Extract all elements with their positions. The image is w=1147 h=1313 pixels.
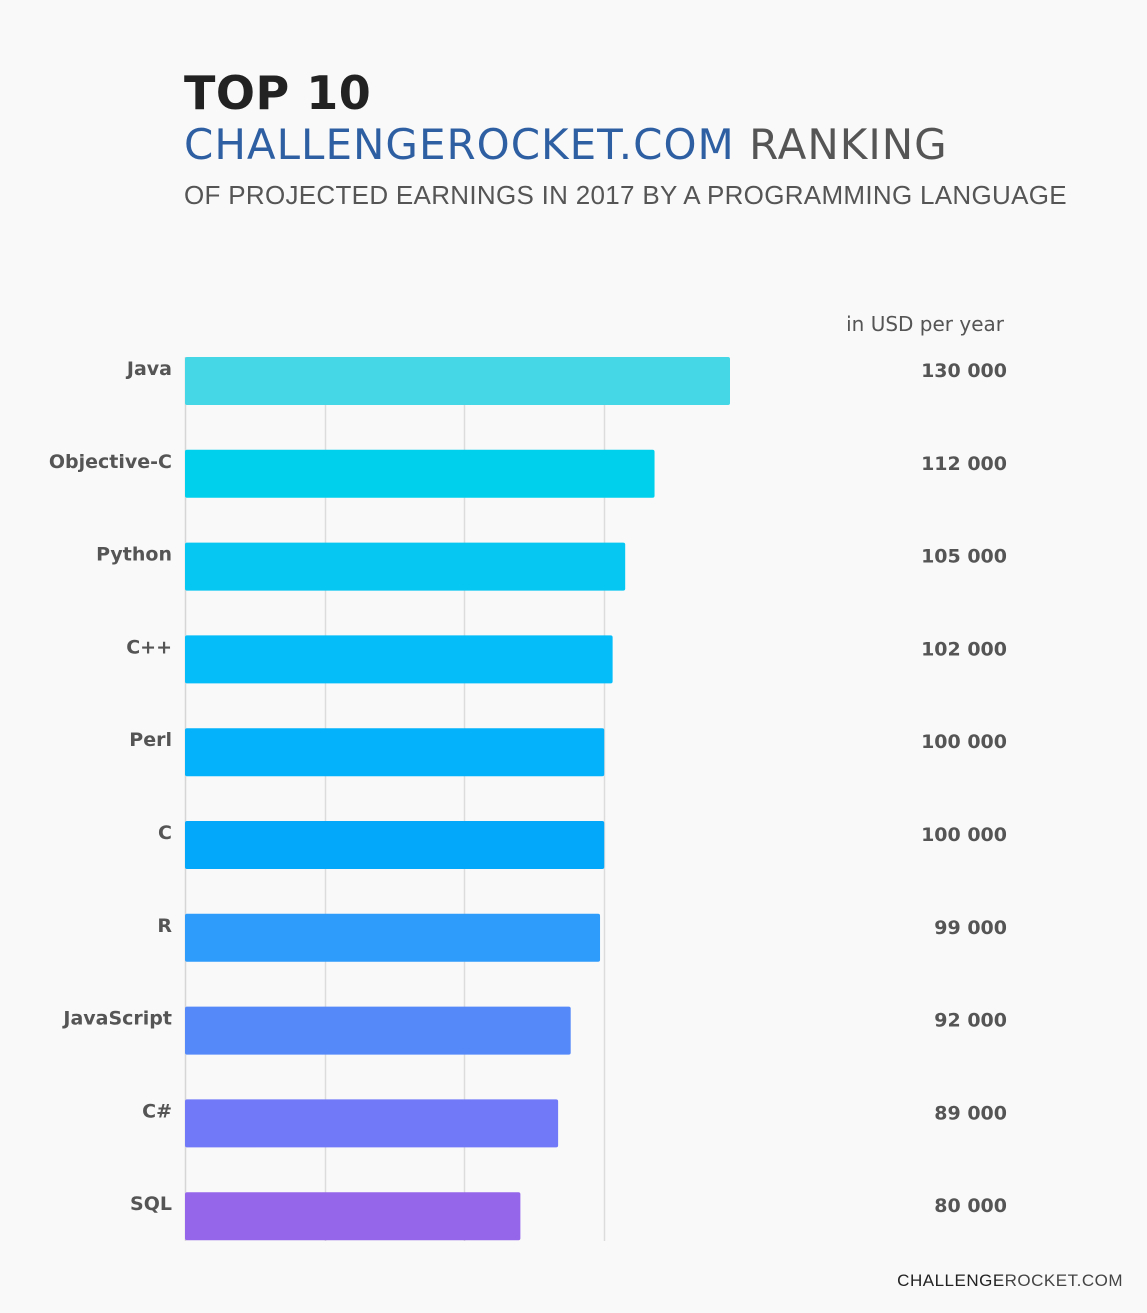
title-brand: CHALLENGEROCKET.COM (184, 120, 735, 169)
footer-brand-part2: ROCKET.COM (1004, 1271, 1123, 1290)
category-label: SQL (130, 1193, 172, 1215)
category-label: Objective-C (49, 451, 172, 473)
value-label: 92 000 (934, 1010, 1007, 1032)
value-label: 112 000 (921, 453, 1007, 475)
bar (185, 1192, 521, 1241)
value-label: 130 000 (921, 360, 1007, 382)
title-rest: RANKING (749, 120, 948, 169)
bar (185, 449, 655, 498)
category-label: JavaScript (61, 1008, 172, 1030)
unit-label: in USD per year (846, 312, 1004, 336)
category-label: Perl (129, 729, 172, 751)
bar (185, 728, 605, 777)
category-label: Java (125, 358, 172, 380)
value-label: 102 000 (921, 638, 1007, 660)
bar (185, 635, 613, 684)
bar (185, 913, 601, 962)
category-label: Python (96, 544, 172, 566)
value-label: 89 000 (934, 1102, 1007, 1124)
category-label: C (158, 822, 172, 844)
bar (185, 357, 730, 405)
bar (185, 1099, 559, 1148)
value-label: 80 000 (934, 1195, 1007, 1217)
footer-brand-part1: CHALLENGE (897, 1271, 1005, 1290)
chart-subtitle: OF PROJECTED EARNINGS IN 2017 BY A PROGR… (184, 180, 1067, 210)
bar (185, 542, 626, 591)
bar (185, 821, 605, 869)
category-label: R (157, 915, 172, 937)
value-label: 99 000 (934, 917, 1007, 939)
bar (185, 1006, 571, 1055)
value-label: 100 000 (921, 731, 1007, 753)
category-label: C++ (126, 636, 172, 658)
value-label: 105 000 (921, 546, 1007, 568)
value-label: 100 000 (921, 824, 1007, 846)
chart-title-ranking: CHALLENGEROCKET.COM RANKING (184, 120, 948, 169)
footer-brand: CHALLENGEROCKET.COM (897, 1271, 1123, 1291)
chart-title: TOP 10 (184, 66, 372, 120)
category-label: C# (142, 1100, 172, 1122)
